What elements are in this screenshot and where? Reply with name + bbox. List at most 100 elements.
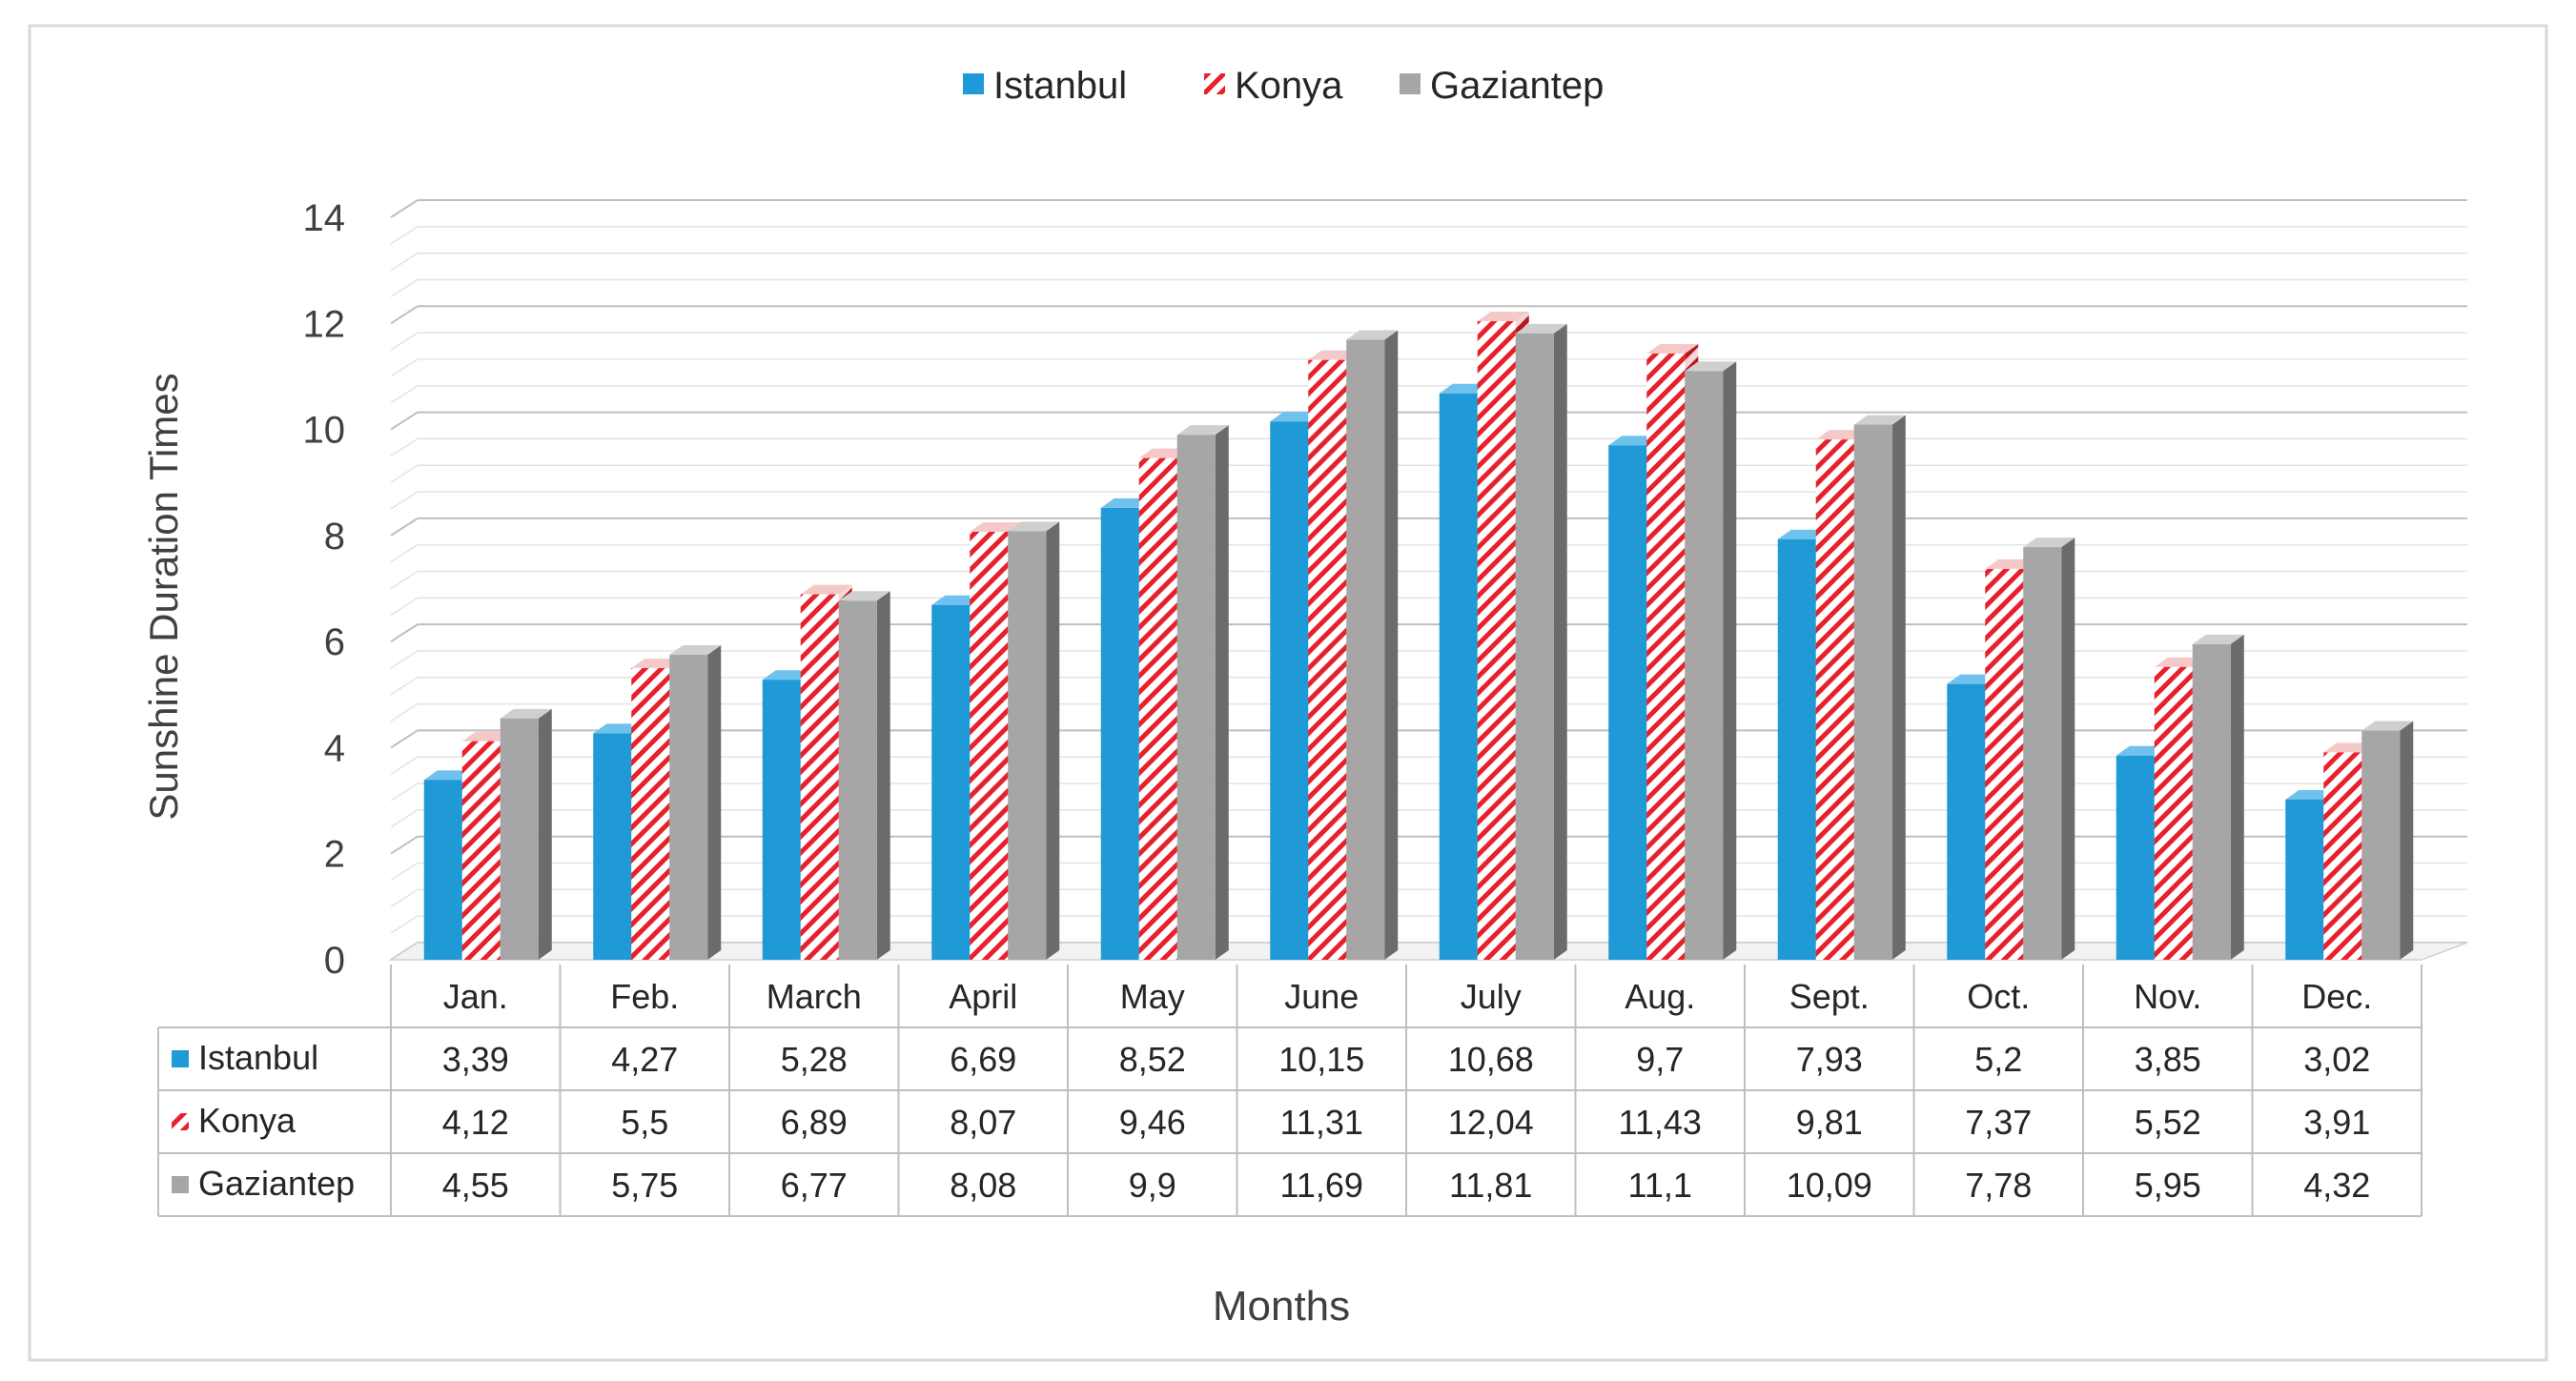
bar-side xyxy=(1046,521,1060,960)
bar-front xyxy=(500,718,539,960)
bar xyxy=(669,645,722,960)
bar-front xyxy=(1646,354,1686,960)
bar-front xyxy=(631,667,670,960)
data-label: 5,28 xyxy=(781,1040,848,1079)
gridline-side xyxy=(390,888,419,907)
bar-front xyxy=(669,655,708,960)
legend-label: Istanbul xyxy=(993,65,1127,107)
bar-top xyxy=(800,584,852,595)
bar-front xyxy=(1138,457,1177,961)
bar-side xyxy=(707,645,722,960)
bar-front xyxy=(2116,755,2155,960)
bar-front xyxy=(461,741,501,960)
gridline-side xyxy=(390,518,419,537)
bar-side xyxy=(1553,323,1567,960)
bar-top xyxy=(2361,721,2414,731)
x-tick-label: June xyxy=(1284,977,1359,1016)
gridline-side xyxy=(390,809,419,828)
gridline-side xyxy=(390,570,419,590)
x-tick-label: April xyxy=(949,977,1017,1016)
legend-key xyxy=(1400,73,1421,94)
bar-front xyxy=(970,531,1009,960)
y-tick-label: 2 xyxy=(324,834,345,876)
gridline-side xyxy=(390,253,419,272)
bar xyxy=(838,591,890,960)
table-legend-key xyxy=(172,1113,189,1130)
data-label: 10,09 xyxy=(1787,1166,1872,1205)
bar-front xyxy=(931,604,971,960)
bar-front xyxy=(2023,547,2062,960)
bar-side xyxy=(538,708,552,960)
data-label: 3,39 xyxy=(442,1040,509,1079)
data-label: 9,81 xyxy=(1796,1103,1863,1142)
x-tick-label: Oct. xyxy=(1967,977,2030,1016)
legend-key xyxy=(963,73,984,94)
data-label: 8,52 xyxy=(1119,1040,1186,1079)
bar xyxy=(1176,425,1229,960)
data-label: 8,08 xyxy=(950,1166,1016,1205)
table-series-label: Istanbul xyxy=(198,1038,318,1077)
gridline-side xyxy=(390,226,419,245)
bar-front xyxy=(1853,424,1892,960)
bar-side xyxy=(876,591,890,960)
bar-top xyxy=(1477,312,1529,322)
bar-front xyxy=(2192,643,2231,960)
y-tick-label: 10 xyxy=(303,410,346,452)
x-tick-label: Aug. xyxy=(1625,977,1695,1016)
y-tick-label: 8 xyxy=(324,516,345,558)
data-label: 5,52 xyxy=(2135,1103,2201,1142)
y-tick-label: 6 xyxy=(324,621,345,663)
bar xyxy=(1853,415,1906,960)
bar-front xyxy=(1815,439,1854,961)
bar-front xyxy=(1477,321,1516,960)
data-label: 9,9 xyxy=(1129,1166,1176,1205)
data-label: 9,46 xyxy=(1119,1103,1186,1142)
data-label: 3,85 xyxy=(2135,1040,2201,1079)
data-label: 5,5 xyxy=(621,1103,668,1142)
gridline-side xyxy=(390,782,419,802)
gridline-side xyxy=(390,915,419,934)
bar-front xyxy=(1685,371,1724,961)
gridline-side xyxy=(390,464,419,483)
gridline-side xyxy=(390,278,419,298)
bar-front xyxy=(1176,435,1216,960)
gridline-side xyxy=(390,650,419,669)
bar-top xyxy=(2192,634,2244,644)
bar-front xyxy=(2361,730,2401,960)
data-label: 11,69 xyxy=(1280,1166,1363,1205)
data-label: 5,2 xyxy=(1974,1040,2022,1079)
data-label: 4,55 xyxy=(442,1166,509,1205)
bar-side xyxy=(1723,361,1737,961)
gridline-side xyxy=(390,437,419,457)
data-label: 7,37 xyxy=(1965,1103,2032,1142)
data-label: 4,12 xyxy=(442,1103,509,1142)
bar-front xyxy=(1346,339,1385,960)
x-tick-label: Dec. xyxy=(2301,977,2372,1016)
bar-top xyxy=(1515,323,1567,334)
y-tick-label: 12 xyxy=(303,303,346,345)
bar-front xyxy=(1270,421,1309,961)
bar-front xyxy=(838,600,877,960)
bar-front xyxy=(1439,393,1478,961)
data-label: 11,1 xyxy=(1628,1166,1692,1205)
gridline-side xyxy=(390,597,419,616)
table-series-label: Gaziantep xyxy=(198,1164,355,1203)
gridline-side xyxy=(390,862,419,882)
gridline-side xyxy=(390,199,419,218)
bar-front xyxy=(1008,531,1047,960)
bar-side xyxy=(2400,721,2414,960)
bar-front xyxy=(1777,538,1816,960)
bar-front xyxy=(1947,683,1986,960)
x-tick-label: Nov. xyxy=(2134,977,2201,1016)
bar-side xyxy=(2061,538,2075,960)
data-label: 11,43 xyxy=(1619,1103,1702,1142)
bar-side xyxy=(1215,425,1229,960)
bar-front xyxy=(2285,799,2324,960)
data-label: 3,02 xyxy=(2303,1040,2370,1079)
x-tick-label: May xyxy=(1120,977,1185,1016)
data-label: 7,78 xyxy=(1965,1166,2032,1205)
table-series-label: Konya xyxy=(198,1101,296,1140)
bar-front xyxy=(2154,666,2193,960)
y-tick-label: 0 xyxy=(324,940,345,982)
